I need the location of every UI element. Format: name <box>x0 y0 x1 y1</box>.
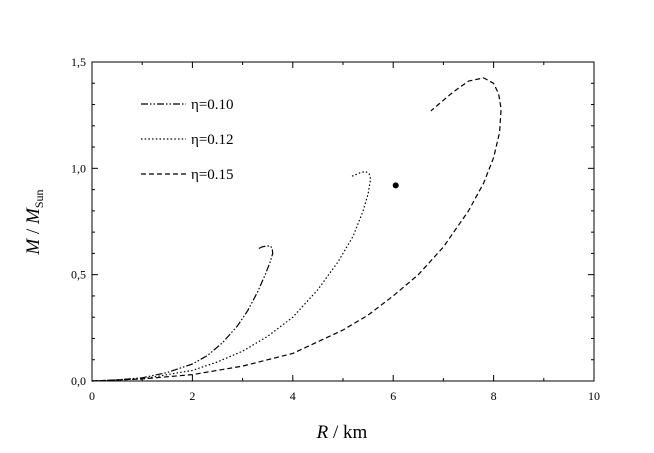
legend-label-1: η=0.10 <box>191 97 234 113</box>
points-layer <box>392 182 399 189</box>
x-tick-label: 4 <box>290 389 296 403</box>
y-axis-title-group: M / MSun <box>23 189 46 255</box>
series-layer <box>91 77 502 382</box>
series-line-3 <box>91 77 502 382</box>
legend-label-2: η=0.12 <box>191 132 234 148</box>
y-tick-label: 1,5 <box>71 55 86 69</box>
plot-frame <box>91 61 595 382</box>
y-tick-label: 0,5 <box>71 268 86 282</box>
y-tick-label: 0,0 <box>71 374 86 388</box>
x-tick-label: 0 <box>89 389 95 403</box>
x-axis-title: R / km <box>316 422 368 443</box>
x-tick-label: 2 <box>189 389 195 403</box>
y-axis-title: M / MSun <box>23 189 46 255</box>
series-line-2 <box>91 170 372 382</box>
x-tick-label: 10 <box>588 389 600 403</box>
series-line-1 <box>91 245 274 382</box>
y-tick-label: 1,0 <box>71 161 86 175</box>
legend: η=0.10 η=0.12 η=0.15 <box>141 97 234 183</box>
plot-axes <box>91 61 595 382</box>
legend-label-3: η=0.15 <box>191 167 234 183</box>
data-point-1 <box>392 182 399 189</box>
x-tick-label: 8 <box>491 389 497 403</box>
axis-ticks: 0 2 4 6 8 10 0,0 0,5 1,0 1,5 <box>71 55 600 403</box>
x-tick-label: 6 <box>390 389 396 403</box>
